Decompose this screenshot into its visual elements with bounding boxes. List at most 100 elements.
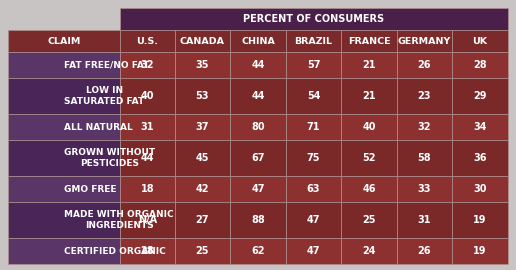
Bar <box>341 114 397 140</box>
Text: 46: 46 <box>362 184 376 194</box>
Bar <box>286 114 341 140</box>
Text: 25: 25 <box>196 246 209 256</box>
Text: 53: 53 <box>196 91 209 101</box>
Bar <box>8 238 120 264</box>
Bar <box>230 238 286 264</box>
Text: 40: 40 <box>362 122 376 132</box>
Bar <box>286 202 341 238</box>
Text: 44: 44 <box>251 91 265 101</box>
Text: FAT FREE/NO FAT: FAT FREE/NO FAT <box>64 60 150 69</box>
Text: 37: 37 <box>196 122 209 132</box>
Text: 32: 32 <box>141 60 154 70</box>
Text: 34: 34 <box>473 122 487 132</box>
Text: GERMANY: GERMANY <box>398 36 451 46</box>
Bar <box>8 78 120 114</box>
Bar <box>397 78 452 114</box>
Bar <box>8 176 120 202</box>
Bar <box>286 78 341 114</box>
Text: 40: 40 <box>141 91 154 101</box>
Text: 21: 21 <box>362 91 376 101</box>
Text: 24: 24 <box>362 246 376 256</box>
Bar <box>175 30 230 52</box>
Bar <box>175 78 230 114</box>
Text: 28: 28 <box>473 60 487 70</box>
Bar <box>341 52 397 78</box>
Bar <box>341 140 397 176</box>
Text: PERCENT OF CONSUMERS: PERCENT OF CONSUMERS <box>244 14 384 24</box>
Bar <box>120 30 175 52</box>
Bar <box>175 114 230 140</box>
Text: GMO FREE: GMO FREE <box>64 184 117 194</box>
Bar <box>286 176 341 202</box>
Bar <box>230 30 286 52</box>
Text: FRANCE: FRANCE <box>348 36 390 46</box>
Bar <box>175 176 230 202</box>
Text: 54: 54 <box>307 91 320 101</box>
Bar <box>452 238 508 264</box>
Text: 44: 44 <box>141 153 154 163</box>
Bar <box>286 52 341 78</box>
Text: 27: 27 <box>196 215 209 225</box>
Text: 58: 58 <box>417 153 431 163</box>
Text: 45: 45 <box>196 153 209 163</box>
Text: 36: 36 <box>473 153 487 163</box>
Bar <box>452 202 508 238</box>
Text: 80: 80 <box>251 122 265 132</box>
Bar <box>230 52 286 78</box>
Bar <box>341 202 397 238</box>
Bar <box>452 78 508 114</box>
Text: 88: 88 <box>251 215 265 225</box>
Bar <box>8 114 120 140</box>
Text: 52: 52 <box>362 153 376 163</box>
Text: BRAZIL: BRAZIL <box>295 36 332 46</box>
Bar <box>120 78 175 114</box>
Text: 31: 31 <box>418 215 431 225</box>
Bar <box>8 202 120 238</box>
Bar <box>397 176 452 202</box>
Bar <box>175 140 230 176</box>
Bar <box>397 238 452 264</box>
Text: 21: 21 <box>362 60 376 70</box>
Text: 47: 47 <box>251 184 265 194</box>
Text: 26: 26 <box>418 246 431 256</box>
Bar <box>120 238 175 264</box>
Text: 44: 44 <box>251 60 265 70</box>
Text: 23: 23 <box>418 91 431 101</box>
Text: 19: 19 <box>473 215 487 225</box>
Bar <box>120 52 175 78</box>
Text: ALL NATURAL: ALL NATURAL <box>64 123 133 131</box>
Bar <box>175 238 230 264</box>
Text: GROWN WITHOUT
PESTICIDES: GROWN WITHOUT PESTICIDES <box>64 148 156 168</box>
Text: 19: 19 <box>473 246 487 256</box>
Text: 33: 33 <box>418 184 431 194</box>
Text: 26: 26 <box>418 60 431 70</box>
Bar <box>120 176 175 202</box>
Bar <box>175 202 230 238</box>
Bar <box>341 238 397 264</box>
Text: 29: 29 <box>473 91 487 101</box>
Bar <box>452 52 508 78</box>
Bar <box>120 140 175 176</box>
Bar <box>8 8 120 30</box>
Bar <box>452 30 508 52</box>
Bar <box>341 30 397 52</box>
Text: U.S.: U.S. <box>137 36 158 46</box>
Text: 71: 71 <box>307 122 320 132</box>
Bar <box>230 78 286 114</box>
Bar <box>397 52 452 78</box>
Text: 30: 30 <box>473 184 487 194</box>
Bar <box>286 140 341 176</box>
Text: 28: 28 <box>141 246 154 256</box>
Bar <box>175 52 230 78</box>
Bar <box>120 202 175 238</box>
Bar <box>397 114 452 140</box>
Bar <box>120 114 175 140</box>
Text: 47: 47 <box>307 246 320 256</box>
Text: 57: 57 <box>307 60 320 70</box>
Bar <box>341 176 397 202</box>
Bar <box>452 114 508 140</box>
Text: 75: 75 <box>307 153 320 163</box>
Bar <box>8 140 120 176</box>
Bar <box>8 30 120 52</box>
Text: 62: 62 <box>251 246 265 256</box>
